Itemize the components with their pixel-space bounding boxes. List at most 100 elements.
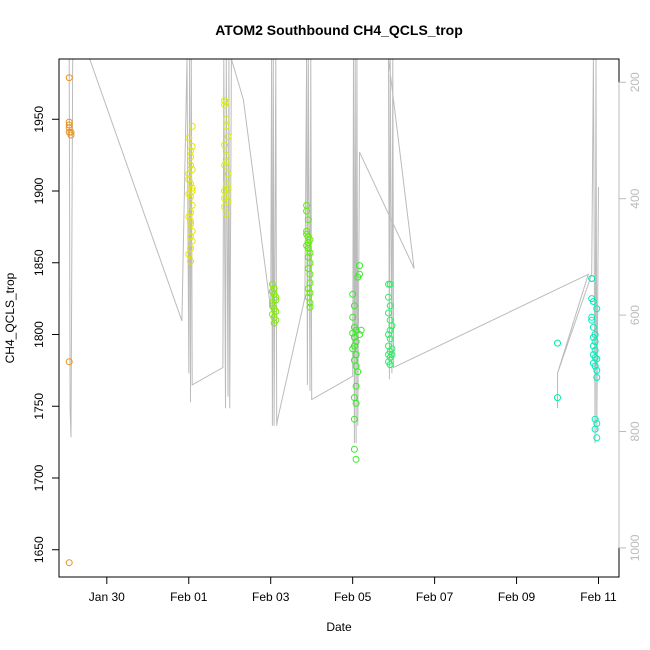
- data-point: [268, 280, 276, 288]
- data-point: [350, 445, 358, 453]
- y2-tick-label: 600: [628, 305, 642, 325]
- data-point: [272, 293, 280, 301]
- x-tick-label: Jan 30: [89, 590, 125, 604]
- data-point: [354, 368, 362, 376]
- y2-tick-label: 200: [628, 72, 642, 92]
- data-point: [385, 342, 392, 350]
- data-point: [188, 166, 196, 173]
- data-point: [188, 122, 196, 130]
- data-point: [357, 326, 365, 334]
- data-point: [185, 176, 193, 183]
- data-point: [356, 262, 363, 270]
- data-point: [185, 250, 193, 258]
- data-point: [187, 233, 194, 241]
- x-tick-label: Feb 11: [580, 590, 617, 604]
- data-point: [222, 158, 230, 166]
- data-point: [187, 180, 194, 188]
- data-point: [221, 141, 229, 149]
- data-point: [350, 415, 358, 423]
- data-point: [306, 270, 314, 278]
- data-point: [188, 187, 196, 195]
- data-point: [386, 280, 394, 288]
- data-point: [221, 203, 229, 211]
- data-point: [352, 382, 360, 390]
- data-point: [304, 216, 312, 224]
- data-point: [554, 394, 561, 402]
- data-point: [352, 338, 360, 346]
- data-point: [593, 355, 601, 363]
- y-tick-label: 1750: [32, 393, 46, 420]
- data-point: [67, 128, 75, 136]
- data-point: [188, 143, 196, 150]
- y-tick-label: 1900: [32, 177, 46, 204]
- data-point: [272, 296, 280, 304]
- data-point: [591, 346, 599, 354]
- y-axis-right: 200 400 600 800 1000: [618, 72, 642, 561]
- y2-tick-label: 1000: [628, 534, 642, 561]
- data-point: [188, 237, 196, 245]
- x-tick-label: Feb 05: [334, 590, 372, 604]
- x-axis-label: Date: [326, 620, 352, 634]
- y-axis-label: CH4_QCLS_trop: [3, 272, 17, 363]
- x-tick-label: Feb 09: [498, 590, 536, 604]
- data-point: [65, 358, 73, 366]
- data-point: [224, 133, 232, 140]
- data-point: [356, 331, 363, 338]
- data-point: [221, 97, 229, 105]
- data-point: [187, 153, 194, 161]
- data-point: [188, 184, 196, 192]
- data-point: [221, 101, 229, 109]
- data-point: [306, 249, 314, 257]
- data-point: [222, 210, 230, 218]
- y2-tick-label: 800: [628, 421, 642, 441]
- data-point: [304, 244, 312, 252]
- data-point: [349, 290, 357, 298]
- data-point: [354, 273, 362, 281]
- data-point: [222, 115, 230, 123]
- data-point: [386, 361, 394, 369]
- data-point: [593, 305, 601, 313]
- data-point: [589, 323, 597, 331]
- data-point: [385, 293, 392, 301]
- data-point: [349, 345, 357, 353]
- data-point: [589, 342, 597, 350]
- data-point: [591, 338, 599, 346]
- data-point: [187, 257, 194, 265]
- data-point: [65, 74, 73, 82]
- data-point: [352, 399, 360, 407]
- x-tick-label: Feb 01: [170, 590, 208, 604]
- data-point: [185, 134, 193, 142]
- data-point: [350, 302, 358, 310]
- y-axis-left: 1650 1700 1750 1800 1850 1900 1950: [32, 106, 60, 563]
- data-point: [303, 230, 311, 238]
- data-point: [385, 331, 392, 338]
- data-point: [65, 121, 73, 129]
- data-point: [593, 366, 601, 374]
- data-point: [221, 194, 229, 202]
- pressure-trace-line: [65, 58, 599, 444]
- data-point: [349, 329, 357, 337]
- x-tick-label: Feb 03: [252, 590, 290, 604]
- x-tick-label: Feb 07: [416, 590, 454, 604]
- data-points: [65, 74, 601, 567]
- data-point: [388, 322, 396, 330]
- y-tick-label: 1850: [32, 249, 46, 276]
- data-point: [591, 425, 599, 433]
- data-point: [187, 161, 194, 169]
- data-point: [224, 170, 232, 178]
- data-point: [270, 319, 278, 327]
- data-point: [591, 415, 599, 423]
- data-point: [385, 309, 392, 317]
- data-point: [386, 302, 394, 310]
- data-point: [349, 313, 357, 321]
- data-point: [187, 220, 194, 228]
- data-point: [306, 303, 314, 311]
- data-point: [589, 333, 597, 341]
- data-point: [224, 184, 232, 192]
- data-point: [65, 559, 73, 567]
- data-point: [591, 362, 599, 370]
- data-point: [187, 217, 194, 225]
- y-tick-label: 1800: [32, 321, 46, 348]
- data-point: [306, 289, 314, 297]
